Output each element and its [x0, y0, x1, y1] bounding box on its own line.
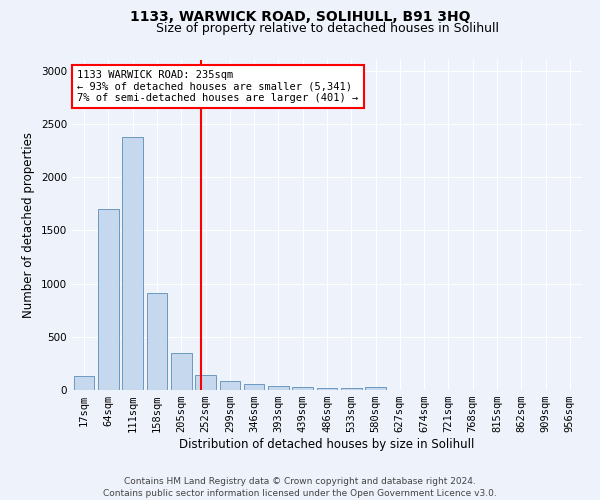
Bar — [220, 382, 240, 390]
Bar — [122, 136, 143, 390]
Text: Contains HM Land Registry data © Crown copyright and database right 2024.
Contai: Contains HM Land Registry data © Crown c… — [103, 476, 497, 498]
Bar — [365, 387, 386, 390]
Text: 1133, WARWICK ROAD, SOLIHULL, B91 3HQ: 1133, WARWICK ROAD, SOLIHULL, B91 3HQ — [130, 10, 470, 24]
Bar — [317, 388, 337, 390]
Bar — [244, 384, 265, 390]
Bar — [74, 376, 94, 390]
Title: Size of property relative to detached houses in Solihull: Size of property relative to detached ho… — [155, 22, 499, 35]
Bar — [98, 209, 119, 390]
Bar — [292, 388, 313, 390]
Y-axis label: Number of detached properties: Number of detached properties — [22, 132, 35, 318]
Bar — [341, 388, 362, 390]
X-axis label: Distribution of detached houses by size in Solihull: Distribution of detached houses by size … — [179, 438, 475, 451]
Bar — [146, 293, 167, 390]
Bar — [268, 386, 289, 390]
Bar — [195, 375, 216, 390]
Text: 1133 WARWICK ROAD: 235sqm
← 93% of detached houses are smaller (5,341)
7% of sem: 1133 WARWICK ROAD: 235sqm ← 93% of detac… — [77, 70, 358, 103]
Bar — [171, 352, 191, 390]
